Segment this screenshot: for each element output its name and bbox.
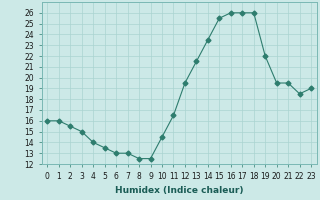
X-axis label: Humidex (Indice chaleur): Humidex (Indice chaleur)	[115, 186, 244, 195]
